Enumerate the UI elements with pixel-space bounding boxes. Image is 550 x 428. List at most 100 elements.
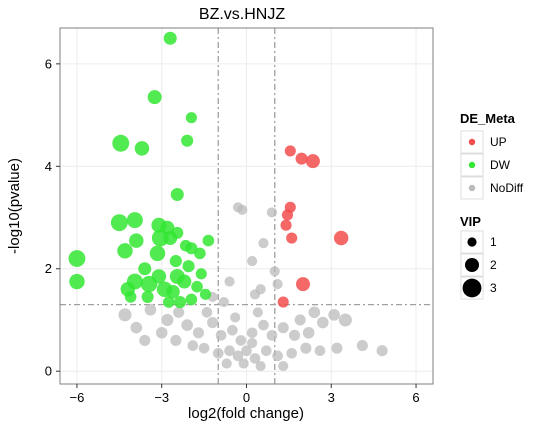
point-dw-40: [195, 268, 207, 280]
point-dw-27: [166, 285, 180, 299]
y-tick-label-3: 6: [45, 56, 52, 71]
point-dw-33: [174, 296, 187, 309]
point-nodiff-4: [247, 255, 258, 267]
point-dw-7: [68, 250, 86, 267]
point-nodiff-23: [235, 335, 247, 346]
point-nodiff-10: [249, 289, 261, 300]
legend-color-title: DE_Meta: [460, 111, 516, 126]
point-nodiff-58: [201, 306, 213, 318]
point-dw-38: [179, 239, 192, 252]
point-dw-10: [126, 212, 143, 229]
point-dw-4: [134, 141, 150, 156]
point-nodiff-1: [237, 204, 248, 215]
legend-label-nodiff: NoDiff: [490, 181, 524, 195]
point-nodiff-35: [212, 347, 224, 359]
point-up-5: [281, 209, 294, 221]
legend-label-up: UP: [490, 135, 507, 149]
point-nodiff-52: [187, 340, 199, 351]
point-nodiff-59: [294, 314, 306, 326]
point-nodiff-19: [192, 327, 205, 339]
data-points: [68, 31, 388, 372]
point-nodiff-20: [207, 316, 219, 329]
legend-size-items: 1 2 3: [460, 230, 497, 300]
point-dw-35: [199, 288, 212, 300]
point-nodiff-49: [255, 360, 266, 372]
legend-size-dot-3: [462, 278, 482, 298]
point-nodiff-43: [300, 342, 312, 354]
point-nodiff-2: [266, 207, 278, 218]
point-nodiff-29: [302, 326, 315, 339]
point-dw-1: [147, 90, 162, 105]
point-nodiff-42: [286, 347, 298, 359]
point-nodiff-17: [155, 326, 168, 339]
point-dw-32: [191, 280, 203, 293]
point-nodiff-33: [308, 306, 321, 319]
legend-key-dot-dw: [468, 161, 476, 169]
point-dw-15: [149, 245, 166, 262]
point-nodiff-32: [338, 313, 352, 327]
y-tick-label-1: 2: [45, 261, 52, 276]
point-nodiff-11: [272, 279, 283, 290]
point-dw-5: [181, 134, 194, 147]
legend-key-dot-up: [468, 138, 476, 146]
x-tick-label-3: 3: [328, 390, 335, 405]
point-nodiff-47: [376, 345, 388, 357]
grid: [60, 28, 433, 384]
point-dw-37: [141, 290, 154, 303]
point-nodiff-57: [252, 307, 263, 318]
x-tick-label-1: −3: [154, 390, 169, 405]
point-nodiff-46: [356, 340, 368, 352]
point-nodiff-38: [241, 345, 252, 357]
point-nodiff-31: [328, 309, 340, 321]
point-nodiff-13: [144, 303, 157, 316]
legend-size-label-1: 1: [490, 235, 497, 249]
x-tick-label-0: −6: [70, 390, 85, 405]
y-tick-label-2: 4: [45, 159, 52, 174]
y-tick-label-0: 0: [45, 364, 52, 379]
x-tick-label-2: 0: [243, 390, 250, 405]
point-dw-34: [185, 293, 198, 306]
point-nodiff-30: [316, 316, 329, 329]
point-nodiff-27: [277, 322, 289, 334]
point-nodiff-39: [249, 353, 261, 364]
point-up-1: [295, 152, 308, 165]
point-nodiff-3: [258, 238, 269, 249]
y-axis: 0 2 4 6: [45, 56, 60, 379]
legend-size-label-2: 2: [490, 258, 497, 272]
point-nodiff-15: [173, 306, 185, 318]
point-dw-8: [69, 273, 85, 290]
x-tick-label-4: 6: [412, 390, 419, 405]
point-nodiff-28: [288, 329, 301, 341]
point-up-7: [286, 232, 298, 244]
point-nodiff-34: [198, 342, 210, 354]
point-dw-36: [124, 291, 137, 303]
point-dw-26: [177, 274, 192, 289]
point-nodiff-16: [130, 321, 143, 334]
point-nodiff-56: [230, 312, 241, 323]
legend: DE_Meta UP DW NoDiff VIP 1 2 3: [460, 111, 524, 300]
chart-title: BZ.vs.HNJZ: [199, 6, 285, 23]
point-nodiff-26: [266, 330, 278, 341]
point-dw-19: [138, 262, 152, 276]
point-nodiff-6: [269, 266, 280, 277]
point-dw-0: [163, 31, 177, 45]
point-nodiff-54: [139, 334, 151, 347]
point-dw-14: [151, 229, 169, 247]
point-up-9: [277, 296, 289, 308]
legend-size-title: VIP: [460, 214, 481, 229]
point-nodiff-21: [215, 330, 227, 341]
point-dw-30: [202, 234, 215, 247]
point-dw-39: [162, 296, 175, 308]
point-nodiff-18: [181, 319, 193, 331]
legend-size-label-3: 3: [490, 281, 497, 295]
point-dw-17: [171, 226, 184, 239]
point-nodiff-36: [224, 345, 235, 357]
point-nodiff-12: [118, 308, 132, 322]
point-dw-6: [170, 187, 184, 201]
point-nodiff-44: [314, 345, 326, 357]
legend-size-dot-1: [467, 237, 477, 247]
point-up-3: [333, 230, 349, 246]
point-up-8: [296, 277, 311, 292]
point-dw-2: [112, 134, 130, 152]
legend-label-dw: DW: [490, 158, 511, 172]
